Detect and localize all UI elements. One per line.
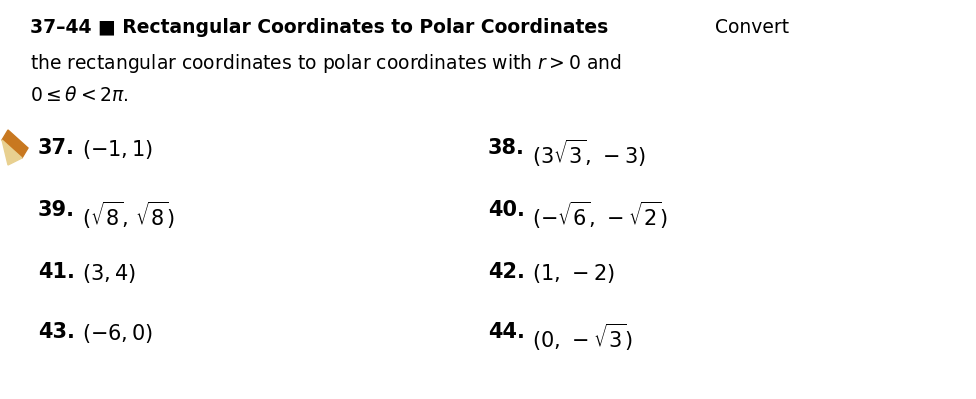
Text: 42.: 42. (488, 262, 525, 282)
Text: 37–44 ■ Rectangular Coordinates to Polar Coordinates: 37–44 ■ Rectangular Coordinates to Polar… (30, 18, 608, 37)
Text: 39.: 39. (38, 200, 75, 220)
Text: 37.: 37. (38, 138, 75, 158)
Text: $(-1, 1)$: $(-1, 1)$ (82, 138, 153, 161)
Text: $(1,\,-2)$: $(1,\,-2)$ (532, 262, 615, 285)
Text: Convert: Convert (715, 18, 790, 37)
Polygon shape (2, 130, 28, 158)
Text: $(3\sqrt{3},\,-3)$: $(3\sqrt{3},\,-3)$ (532, 138, 646, 169)
Text: $(0,\,-\sqrt{3})$: $(0,\,-\sqrt{3})$ (532, 322, 632, 353)
Text: 38.: 38. (488, 138, 525, 158)
Text: 41.: 41. (38, 262, 75, 282)
Text: $(3, 4)$: $(3, 4)$ (82, 262, 136, 285)
Text: the rectangular coordinates to polar coordinates with $r > 0$ and: the rectangular coordinates to polar coo… (30, 52, 622, 75)
Text: 43.: 43. (38, 322, 75, 342)
Text: 44.: 44. (488, 322, 525, 342)
Text: 40.: 40. (488, 200, 525, 220)
Text: $0 \leq \theta < 2\pi.$: $0 \leq \theta < 2\pi.$ (30, 86, 129, 105)
Text: $(\sqrt{8},\,\sqrt{8})$: $(\sqrt{8},\,\sqrt{8})$ (82, 200, 175, 231)
Text: $(-\sqrt{6},\,-\sqrt{2})$: $(-\sqrt{6},\,-\sqrt{2})$ (532, 200, 668, 231)
Text: $(-6, 0)$: $(-6, 0)$ (82, 322, 153, 345)
Polygon shape (2, 140, 22, 165)
